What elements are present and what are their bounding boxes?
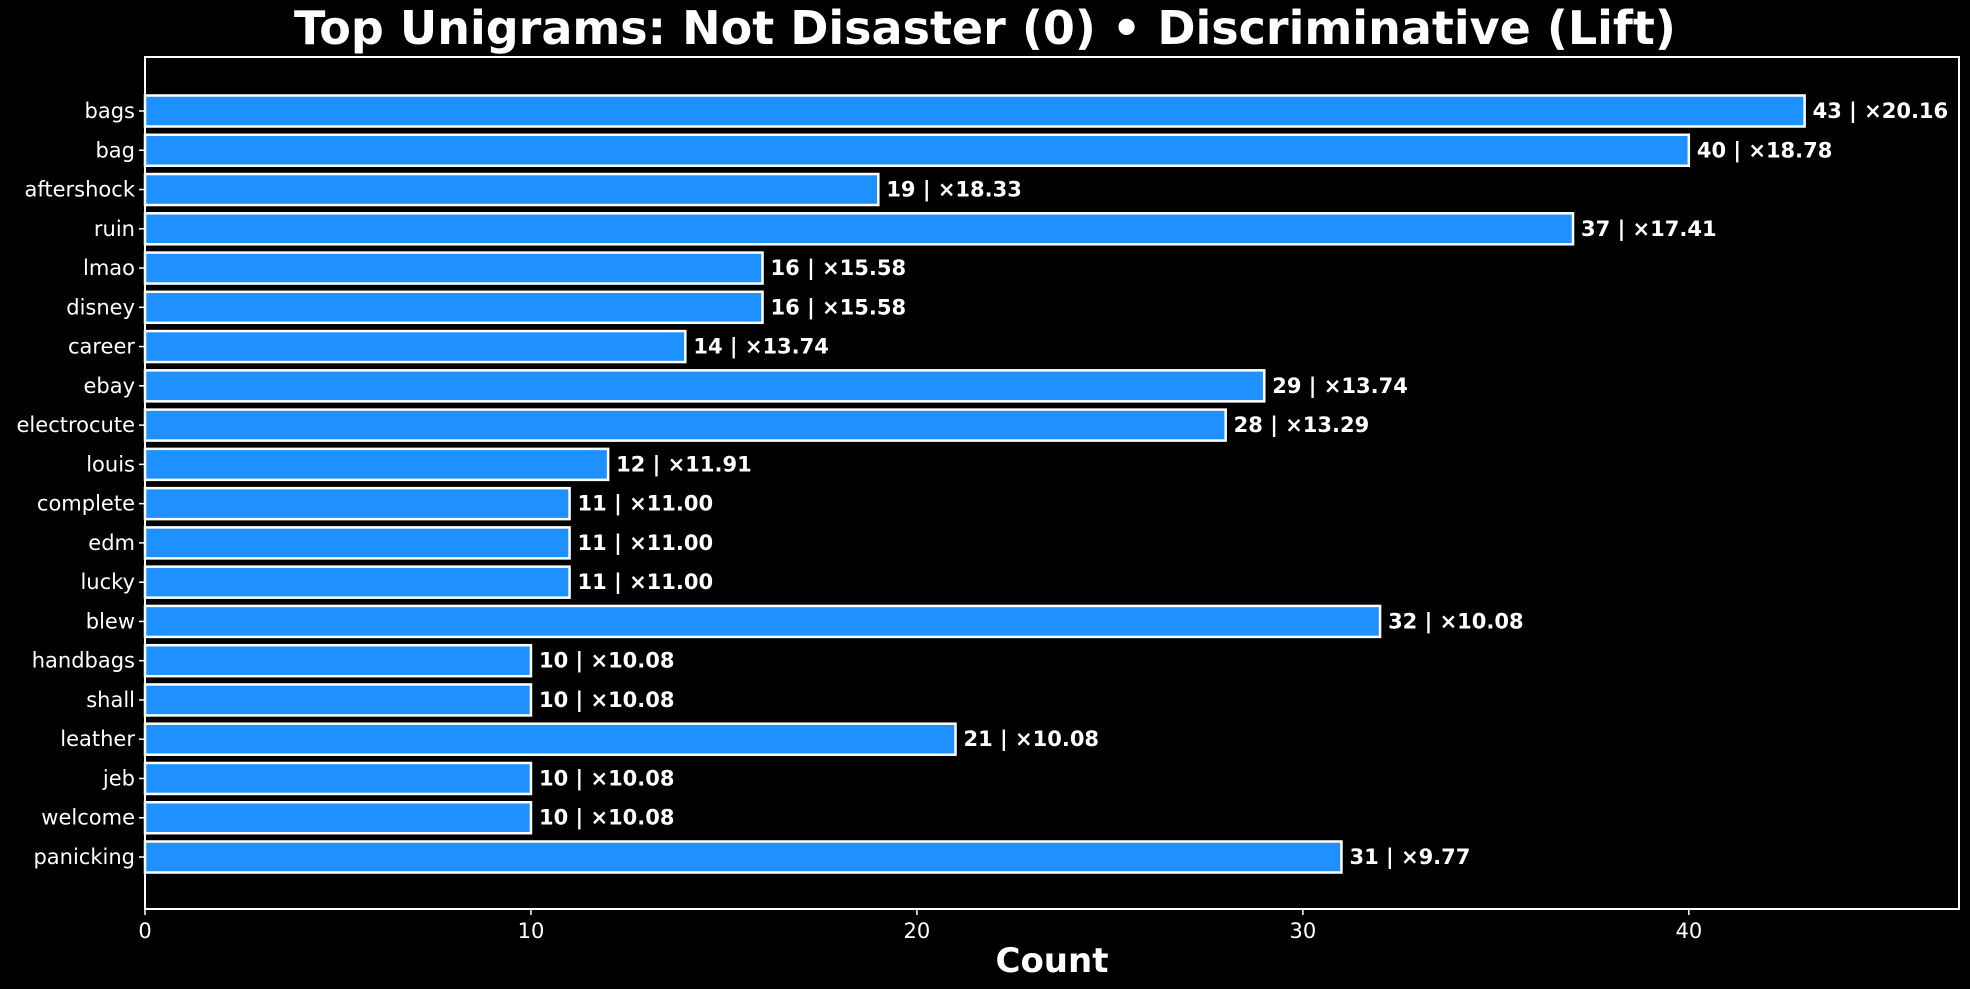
data-label-handbags: 10 | ×10.08 xyxy=(539,649,675,674)
data-label-lmao: 16 | ×15.58 xyxy=(771,256,907,281)
x-tick-label-20: 20 xyxy=(904,919,931,943)
data-label-aftershock: 19 | ×18.33 xyxy=(886,178,1022,203)
category-label-handbags: handbags xyxy=(32,649,135,673)
category-label-lmao: lmao xyxy=(83,256,135,280)
data-label-welcome: 10 | ×10.08 xyxy=(539,806,675,831)
bar-leather xyxy=(143,722,957,756)
bar-jeb xyxy=(143,761,533,796)
category-label-welcome: welcome xyxy=(41,806,135,830)
data-label-complete: 11 | ×11.00 xyxy=(578,492,714,517)
x-tick-label-40: 40 xyxy=(1675,919,1702,943)
bar-welcome xyxy=(143,800,533,835)
category-label-lucky: lucky xyxy=(80,570,135,594)
data-label-shall: 10 | ×10.08 xyxy=(539,688,675,713)
bar-ebay xyxy=(143,369,1266,403)
x-tick-label-10: 10 xyxy=(518,919,545,943)
category-label-bag: bag xyxy=(95,138,135,162)
bar-career xyxy=(143,329,687,364)
category-label-aftershock: aftershock xyxy=(25,178,136,202)
data-label-panicking: 31 | ×9.77 xyxy=(1349,845,1470,870)
data-label-leather: 21 | ×10.08 xyxy=(964,727,1100,752)
category-label-bags: bags xyxy=(85,99,135,123)
category-label-ruin: ruin xyxy=(94,217,135,241)
category-label-shall: shall xyxy=(86,688,135,712)
category-label-jeb: jeb xyxy=(102,766,135,790)
data-label-blew: 32 | ×10.08 xyxy=(1388,609,1524,634)
bar-blew xyxy=(143,604,1382,639)
bar-lucky xyxy=(143,565,571,599)
bar-aftershock xyxy=(143,172,880,207)
category-label-career: career xyxy=(68,335,135,359)
plot-frame xyxy=(144,56,1960,910)
data-label-louis: 12 | ×11.91 xyxy=(616,452,752,477)
bar-edm xyxy=(143,526,571,560)
data-label-disney: 16 | ×15.58 xyxy=(771,295,907,320)
category-label-disney: disney xyxy=(66,295,135,319)
bar-handbags xyxy=(143,643,533,678)
bars-group xyxy=(143,94,1806,874)
bar-shall xyxy=(143,683,533,717)
category-label-electrocute: electrocute xyxy=(17,413,135,437)
category-label-complete: complete xyxy=(37,492,135,516)
x-tick-label-30: 30 xyxy=(1290,919,1317,943)
bar-complete xyxy=(143,486,571,521)
x-axis-ticks-group: 0 10 20 30 40 xyxy=(138,909,1702,943)
bar-lmao xyxy=(143,251,764,285)
category-label-panicking: panicking xyxy=(33,845,135,869)
bar-panicking xyxy=(143,840,1343,874)
category-label-edm: edm xyxy=(88,531,135,555)
chart-title: Top Unigrams: Not Disaster (0) • Discrim… xyxy=(294,1,1676,55)
x-tick-label-0: 0 xyxy=(138,919,151,943)
bar-bag xyxy=(143,133,1691,168)
category-label-blew: blew xyxy=(86,609,135,633)
data-label-ruin: 37 | ×17.41 xyxy=(1581,217,1717,242)
data-labels-group: 43 | ×20.16 40 | ×18.78 19 | ×18.33 37 | ×1… xyxy=(539,99,1948,870)
category-labels-group: bags bag aftershock ruin lmao disney career eba… xyxy=(17,99,145,869)
data-label-jeb: 10 | ×10.08 xyxy=(539,766,675,791)
category-label-leather: leather xyxy=(60,727,135,751)
bar-electrocute xyxy=(143,408,1227,442)
bar-ruin xyxy=(143,212,1575,246)
category-label-louis: louis xyxy=(86,452,135,476)
x-axis-label: Count xyxy=(996,941,1109,981)
data-label-bags: 43 | ×20.16 xyxy=(1813,99,1949,124)
data-label-electrocute: 28 | ×13.29 xyxy=(1234,413,1370,438)
data-label-ebay: 29 | ×13.74 xyxy=(1272,374,1408,399)
bar-bags xyxy=(143,94,1806,128)
category-label-ebay: ebay xyxy=(83,374,135,398)
bar-disney xyxy=(143,290,764,325)
data-label-edm: 11 | ×11.00 xyxy=(578,531,714,556)
data-label-career: 14 | ×13.74 xyxy=(693,335,829,360)
data-label-bag: 40 | ×18.78 xyxy=(1697,138,1833,163)
data-label-lucky: 11 | ×11.00 xyxy=(578,570,714,595)
bar-louis xyxy=(143,447,610,482)
